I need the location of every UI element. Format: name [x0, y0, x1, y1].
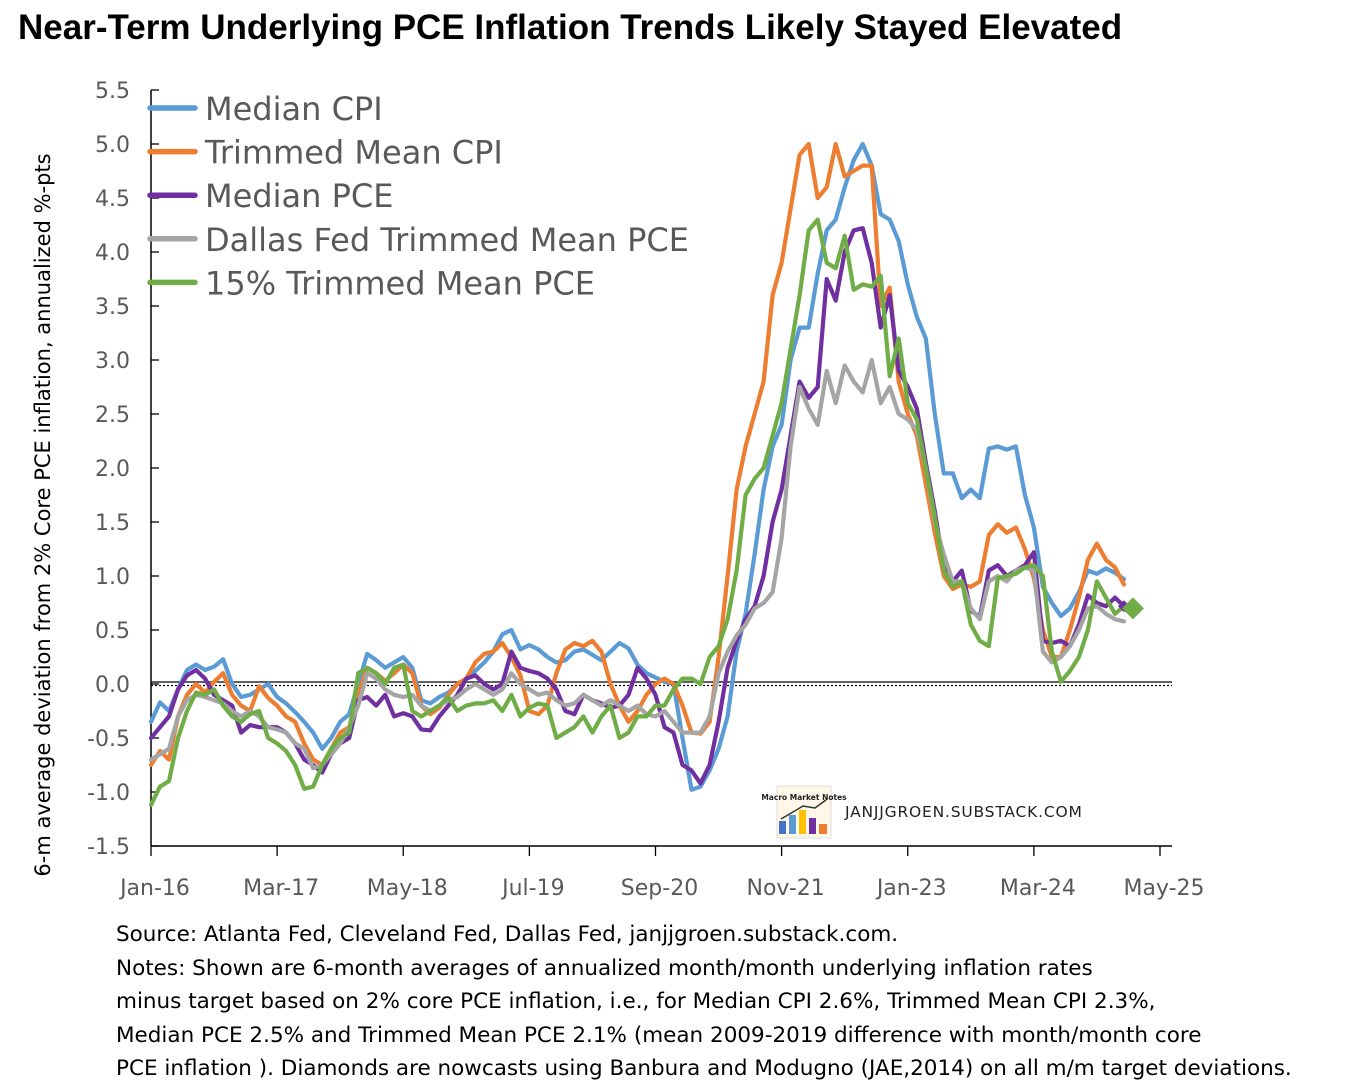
x-tick-label: Mar-17 — [243, 876, 319, 901]
y-tick-label: 1.0 — [95, 565, 130, 590]
y-tick-label: 5.0 — [95, 133, 130, 158]
notes-line: PCE inflation ). Diamonds are nowcasts u… — [116, 1056, 1292, 1081]
legend-label: 15% Trimmed Mean PCE — [205, 264, 595, 302]
notes-line: Median PCE 2.5% and Trimmed Mean PCE 2.1… — [116, 1022, 1202, 1048]
watermark-text: JANJJGROEN.SUBSTACK.COM — [844, 803, 1083, 821]
y-tick-label: 4.5 — [95, 187, 130, 212]
x-tick-label: Jan-16 — [118, 876, 190, 901]
legend-label: Median PCE — [205, 177, 393, 215]
legend-label: Trimmed Mean CPI — [204, 134, 503, 172]
y-tick-label: 0.5 — [95, 619, 130, 644]
legend: Median CPI Trimmed Mean CPI Median PCE Dall… — [147, 90, 689, 302]
y-tick-label: 1.5 — [95, 511, 130, 536]
macro-market-notes-logo: Macro Market Notes — [761, 785, 847, 839]
x-tick-label: Sep-20 — [621, 876, 698, 901]
y-tick-label: 3.5 — [95, 295, 130, 320]
x-tick-label: May-25 — [1123, 876, 1204, 901]
notes-line: Notes: Shown are 6-month averages of ann… — [116, 955, 1093, 981]
x-tick-label: Jan-23 — [875, 876, 947, 901]
x-tick-label: Jul-19 — [500, 876, 564, 901]
y-tick-label: 5.5 — [95, 79, 130, 104]
line-chart: 6-m average deviation from 2% Core PCE i… — [31, 79, 1205, 901]
source-notes: Source: Atlanta Fed, Cleveland Fed, Dall… — [116, 918, 1356, 1086]
logo-text: Macro Market Notes — [761, 793, 847, 802]
series-lines — [148, 141, 1136, 808]
nowcast-markers — [1117, 597, 1144, 620]
source-line: Source: Atlanta Fed, Cleveland Fed, Dall… — [116, 922, 899, 947]
x-tick-label: Nov-21 — [746, 876, 824, 901]
chart-title: Near-Term Underlying PCE Inflation Trend… — [18, 8, 1123, 47]
y-tick-label: -0.5 — [87, 727, 130, 752]
y-axis-ticks: 5.5 5.0 4.5 4.0 3.5 3.0 2.5 2.0 1.5 1.0 0.5 0.0 -0.5… — [87, 79, 159, 860]
x-tick-label: May-18 — [367, 876, 448, 901]
series-line-0 — [148, 141, 1127, 792]
y-tick-label: -1.5 — [87, 835, 130, 860]
y-tick-label: 3.0 — [95, 349, 130, 374]
y-axis-label: 6-m average deviation from 2% Core PCE i… — [31, 153, 55, 876]
x-axis-ticks: Jan-16 Mar-17 May-18 Jul-19 Sep-20 Nov-21 Jan-… — [118, 846, 1205, 901]
legend-label: Median CPI — [205, 90, 383, 128]
y-tick-label: 4.0 — [95, 241, 130, 266]
series-line-4 — [148, 217, 1136, 808]
nowcast-diamond — [1121, 597, 1144, 620]
y-tick-label: 2.0 — [95, 457, 130, 482]
y-tick-label: 2.5 — [95, 403, 130, 428]
y-tick-label: 0.0 — [95, 673, 130, 698]
series-line-2 — [148, 226, 1127, 786]
x-tick-label: Mar-24 — [1000, 876, 1076, 901]
series-line-3 — [148, 357, 1127, 771]
notes-line: minus target based on 2% core PCE inflat… — [116, 989, 1156, 1014]
legend-label: Dallas Fed Trimmed Mean PCE — [205, 221, 689, 259]
y-tick-label: -1.0 — [87, 781, 130, 806]
